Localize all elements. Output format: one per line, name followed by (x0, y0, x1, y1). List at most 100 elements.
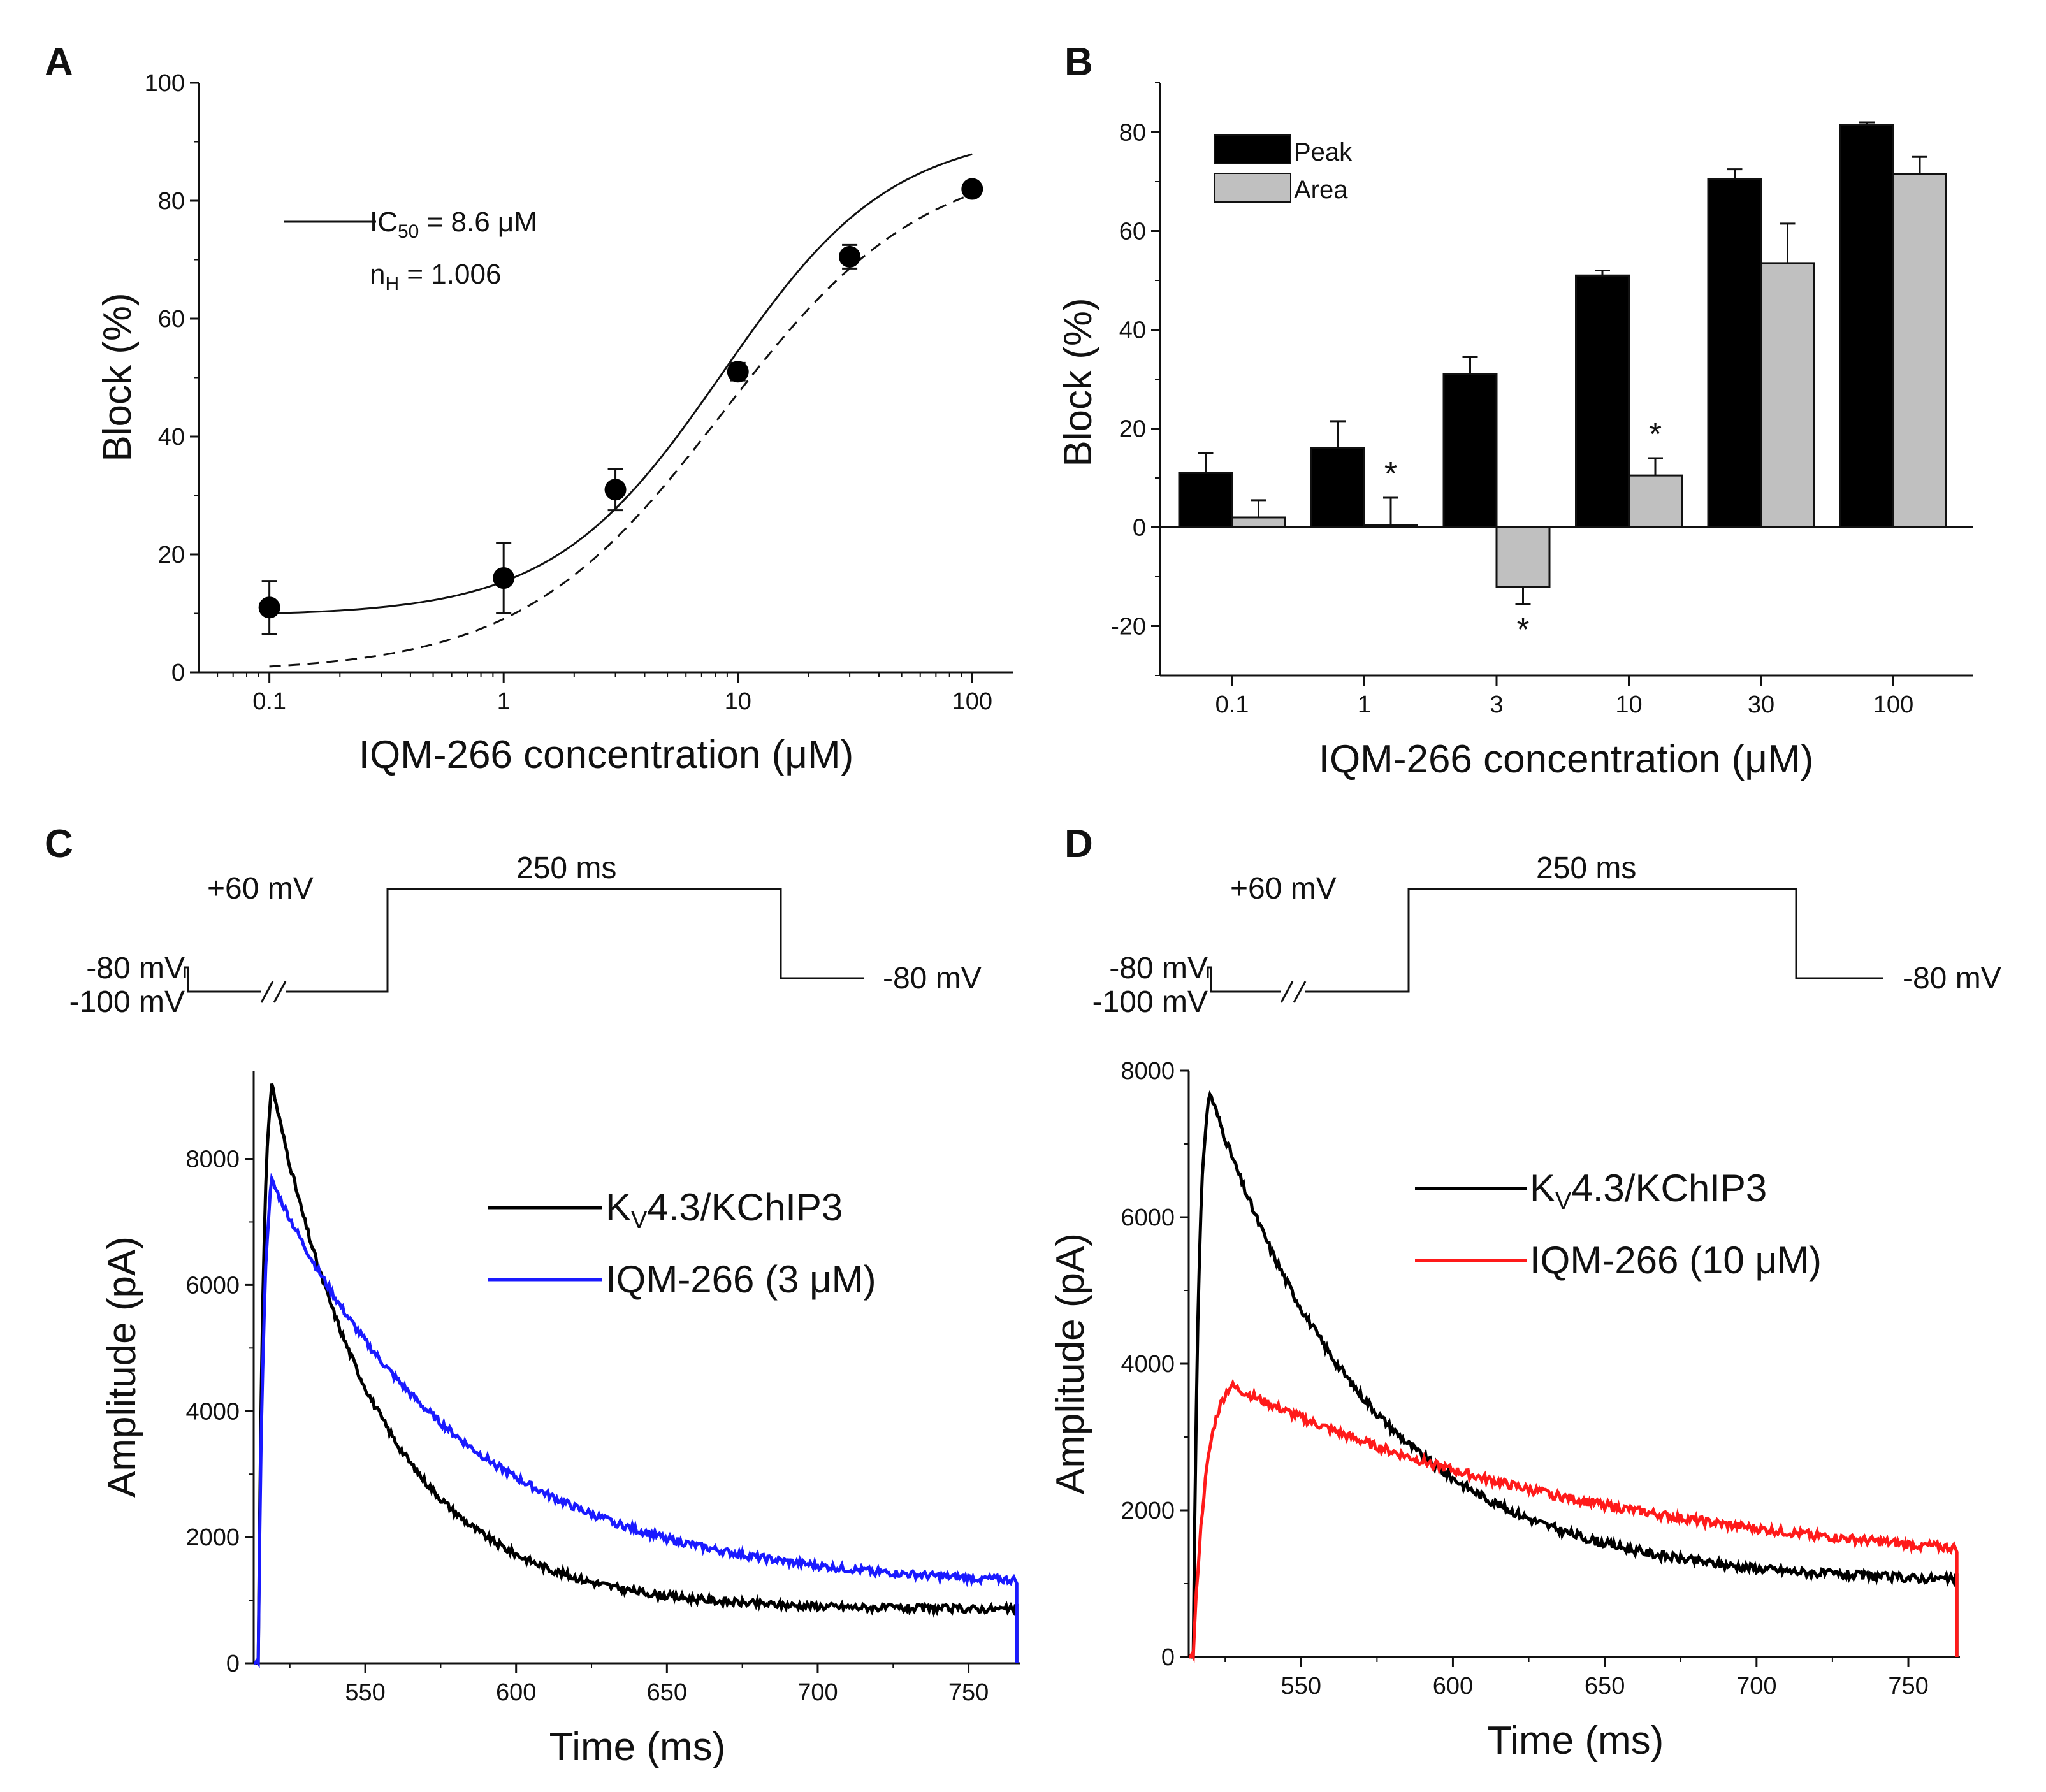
nh-main: n (370, 259, 385, 290)
y-tick-label: 80 (1119, 120, 1146, 147)
y-tick-label: 40 (1119, 317, 1146, 344)
y-tick-label: 20 (158, 542, 185, 568)
peak-bar (1178, 472, 1233, 528)
y-tick-label: 40 (158, 424, 185, 451)
panel-b-ylabel: Block (%) (1056, 298, 1100, 466)
area-bar (1760, 262, 1815, 528)
kv-rest: 4.3/KChIP3 (1571, 1167, 1767, 1210)
x-tick-label: 10 (1615, 691, 1642, 718)
y-tick-label: 4000 (1121, 1351, 1175, 1378)
legend-area-label: Area (1294, 176, 1348, 204)
nh-sub: H (385, 273, 399, 294)
panel-c-hold: -80 mV (86, 951, 185, 985)
panel-d-drug-trace (1189, 1378, 1959, 1663)
x-tick-label: 550 (1281, 1673, 1321, 1700)
panel-c-ylabel: Amplitude (pA) (100, 1236, 144, 1498)
y-tick-label: 0 (1133, 515, 1146, 542)
data-point (961, 178, 983, 200)
panel-d-pre: -100 mV (1092, 985, 1208, 1019)
panel-a-label: A (45, 40, 73, 84)
x-tick-label: 600 (496, 1679, 536, 1706)
x-tick-label: 100 (952, 688, 992, 715)
x-tick-label: 10 (725, 688, 751, 715)
peak-bar (1575, 274, 1630, 528)
x-tick-label: 750 (948, 1679, 989, 1706)
panel-a-ic50: IC50 = 8.6 μM (370, 206, 537, 242)
x-tick-label: 700 (797, 1679, 838, 1706)
x-tick-label: 1 (497, 688, 511, 715)
panel-b-label: B (1064, 40, 1093, 84)
panel-c-pre: -100 mV (69, 985, 185, 1019)
y-tick-label: 20 (1119, 416, 1146, 443)
kv-main: K (1530, 1167, 1555, 1210)
significance-star: * (1649, 416, 1662, 453)
panel-d-duration: 250 ms (1536, 851, 1636, 885)
x-tick-label: 0.1 (1215, 691, 1249, 718)
y-tick-label: 0 (226, 1651, 240, 1677)
data-point (839, 245, 861, 268)
y-tick-label: 60 (158, 306, 185, 333)
y-tick-label: 4000 (185, 1398, 240, 1425)
y-tick-label: 60 (1119, 219, 1146, 245)
panel-c-duration: 250 ms (516, 851, 616, 885)
panel-a-fit-dashed-line (269, 193, 973, 668)
area-bar (1231, 516, 1286, 528)
panel-a-nh: nH = 1.006 (370, 259, 501, 294)
panel-b-xlabel: IQM-266 concentration (μM) (1319, 737, 1814, 781)
x-tick-label: 550 (345, 1679, 385, 1706)
panel-d-hold: -80 mV (1109, 951, 1208, 985)
legend-peak-swatch (1214, 134, 1291, 164)
panel-a-ticks: 0 20 40 60 80 100 0.1 1 10 100 (145, 70, 992, 715)
data-point (727, 361, 749, 383)
ic50-sub: 50 (398, 221, 419, 242)
panel-d-legend-control: KV4.3/KChIP3 (1530, 1167, 1767, 1215)
y-tick-label: 0 (171, 660, 185, 686)
peak-bar (1707, 178, 1762, 528)
y-tick-label: 6000 (185, 1272, 240, 1299)
panel-a: A 0 20 40 60 80 100 0.1 1 10 100 Block (%) IQM-26… (45, 40, 1013, 777)
x-tick-label: 3 (1490, 691, 1503, 718)
panel-a-points (258, 178, 983, 635)
x-tick-label: 650 (647, 1679, 687, 1706)
panel-c-legend-control: KV4.3/KChIP3 (606, 1186, 843, 1234)
y-tick-label: 100 (145, 70, 185, 97)
panel-d-label: D (1064, 822, 1093, 866)
panel-b: B -20 0 20 40 60 80 0.1 1 3 10 30 100 * * * Block (%)… (1056, 40, 1973, 781)
legend-area-swatch (1214, 173, 1291, 203)
ic50-rest: = 8.6 μM (419, 206, 537, 238)
y-tick-label: 2000 (185, 1524, 240, 1551)
x-tick-label: 650 (1585, 1673, 1625, 1700)
panel-c-protocol-prestep (184, 966, 189, 992)
panel-d-axis-break (1280, 981, 1307, 1003)
significance-star: * (1516, 612, 1529, 649)
peak-bar (1310, 447, 1365, 528)
y-tick-label: -20 (1111, 614, 1146, 640)
panel-c-drug-trace (254, 1173, 1019, 1669)
panel-d-ticks: 0 2000 4000 6000 8000 550 600 650 700 750 (1121, 1058, 1928, 1700)
panel-d-step: +60 mV (1230, 872, 1337, 906)
panel-d-control-trace (1187, 1090, 1959, 1659)
x-tick-label: 0.1 (252, 688, 286, 715)
panel-d-xlabel: Time (ms) (1488, 1719, 1664, 1763)
panel-c: C -80 mV -100 mV +60 mV 250 ms -80 mV 0 2… (45, 822, 1020, 1769)
peak-bar (1442, 373, 1498, 528)
x-tick-label: 100 (1873, 691, 1913, 718)
panel-b-ticks: -20 0 20 40 60 80 0.1 1 3 10 30 100 (1111, 82, 1913, 718)
significance-star: * (1384, 456, 1397, 493)
area-bar (1495, 526, 1551, 588)
ic50-main: IC (370, 206, 398, 238)
y-tick-label: 2000 (1121, 1498, 1175, 1524)
panel-c-step: +60 mV (207, 872, 314, 906)
y-tick-label: 0 (1161, 1644, 1175, 1671)
panel-c-ticks: 0 2000 4000 6000 8000 550 600 650 700 750 (185, 1146, 989, 1706)
area-bar (1363, 524, 1418, 528)
x-tick-label: 1 (1358, 691, 1371, 718)
panel-c-after: -80 mV (883, 962, 982, 995)
panel-c-control-trace (252, 1083, 1019, 1665)
y-tick-label: 80 (158, 188, 185, 215)
nh-rest: = 1.006 (399, 259, 501, 290)
panel-c-xlabel: Time (ms) (549, 1725, 726, 1769)
kv-sub: V (1555, 1188, 1572, 1215)
x-tick-label: 30 (1748, 691, 1774, 718)
data-point (493, 567, 515, 589)
